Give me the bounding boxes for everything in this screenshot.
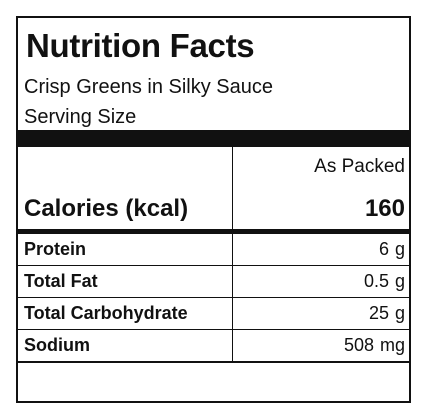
serving-size-label: Serving Size <box>24 106 137 128</box>
calories-divider <box>18 229 409 234</box>
column-header: As Packed <box>314 156 405 177</box>
nutrient-label: Protein <box>24 239 87 259</box>
nutrient-amount: 0.5 g <box>364 269 405 293</box>
nutrient-value: 6 <box>378 239 389 259</box>
nutrient-row-total-fat: Total Fat 0.5 g <box>18 266 409 298</box>
thick-divider <box>18 130 409 147</box>
nutrient-unit: mg <box>379 335 405 355</box>
nutrient-label: Total Fat <box>24 271 98 291</box>
nutrient-label: Total Carbohydrate <box>24 303 188 323</box>
nutrient-row-total-carbohydrate: Total Carbohydrate 25 g <box>18 298 409 330</box>
nutrient-unit: g <box>394 303 405 323</box>
footer-divider <box>18 362 409 363</box>
calories-value: 160 <box>364 195 405 222</box>
nutrient-amount: 25 g <box>369 301 405 325</box>
column-divider <box>232 147 233 362</box>
nutrient-value: 508 <box>343 335 374 355</box>
nutrient-unit: g <box>394 271 405 291</box>
nutrient-amount: 508 mg <box>344 333 405 357</box>
calories-label: Calories (kcal) <box>24 195 189 222</box>
nutrient-row-sodium: Sodium 508 mg <box>18 330 409 362</box>
label-title: Nutrition Facts <box>26 27 255 64</box>
nutrient-value: 25 <box>368 303 389 323</box>
product-name: Crisp Greens in Silky Sauce <box>24 76 273 98</box>
nutrition-label: Nutrition Facts Crisp Greens in Silky Sa… <box>16 16 411 403</box>
nutrient-unit: g <box>394 239 405 259</box>
nutrient-label: Sodium <box>24 335 90 355</box>
nutrient-value: 0.5 <box>363 271 389 291</box>
